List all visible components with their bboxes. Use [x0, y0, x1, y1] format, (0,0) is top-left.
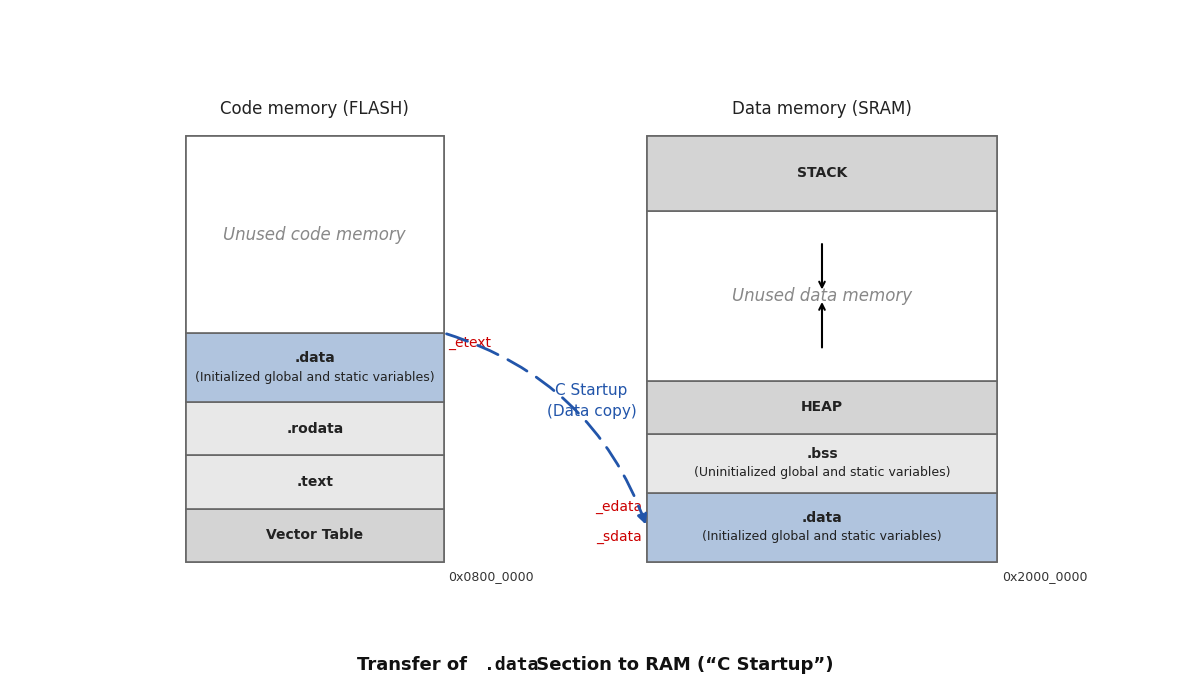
Text: _sdata: _sdata [596, 530, 643, 544]
Bar [647, 381, 997, 434]
Bar [186, 136, 444, 562]
Text: Unused code memory: Unused code memory [224, 225, 406, 243]
Text: .text: .text [296, 475, 333, 489]
Text: Vector Table: Vector Table [267, 528, 363, 542]
Text: STACK: STACK [797, 167, 847, 180]
Bar [647, 136, 997, 211]
FancyArrowPatch shape [446, 334, 646, 522]
Bar [647, 211, 997, 381]
Bar [186, 402, 444, 455]
Text: (Initialized global and static variables): (Initialized global and static variables… [702, 530, 941, 543]
Bar [186, 333, 444, 402]
Text: Section to RAM (“C Startup”): Section to RAM (“C Startup”) [530, 656, 833, 674]
Text: .rodata: .rodata [286, 422, 344, 436]
Bar [647, 434, 997, 493]
Text: _etext: _etext [449, 336, 491, 350]
Text: .data: .data [802, 511, 843, 524]
Text: C Startup: C Startup [556, 384, 627, 398]
Text: (Uninitialized global and static variables): (Uninitialized global and static variabl… [694, 466, 951, 480]
Bar [186, 509, 444, 562]
Text: .data: .data [484, 656, 539, 674]
Text: Code memory (FLASH): Code memory (FLASH) [220, 100, 409, 117]
Bar [647, 136, 997, 562]
Text: 0x2000_0000: 0x2000_0000 [1002, 570, 1088, 583]
Bar [186, 136, 444, 333]
Text: HEAP: HEAP [801, 401, 843, 415]
Text: Unused data memory: Unused data memory [732, 287, 912, 305]
Text: (Initialized global and static variables): (Initialized global and static variables… [195, 370, 434, 384]
Text: (Data copy): (Data copy) [546, 404, 637, 419]
Bar [647, 493, 997, 562]
Text: 0x0800_0000: 0x0800_0000 [449, 570, 534, 583]
Text: _edata: _edata [595, 500, 643, 514]
Text: .data: .data [294, 351, 336, 365]
Bar [186, 455, 444, 509]
Text: Transfer of: Transfer of [357, 656, 474, 674]
Text: Data memory (SRAM): Data memory (SRAM) [732, 100, 912, 117]
Text: .bss: .bss [806, 447, 838, 461]
